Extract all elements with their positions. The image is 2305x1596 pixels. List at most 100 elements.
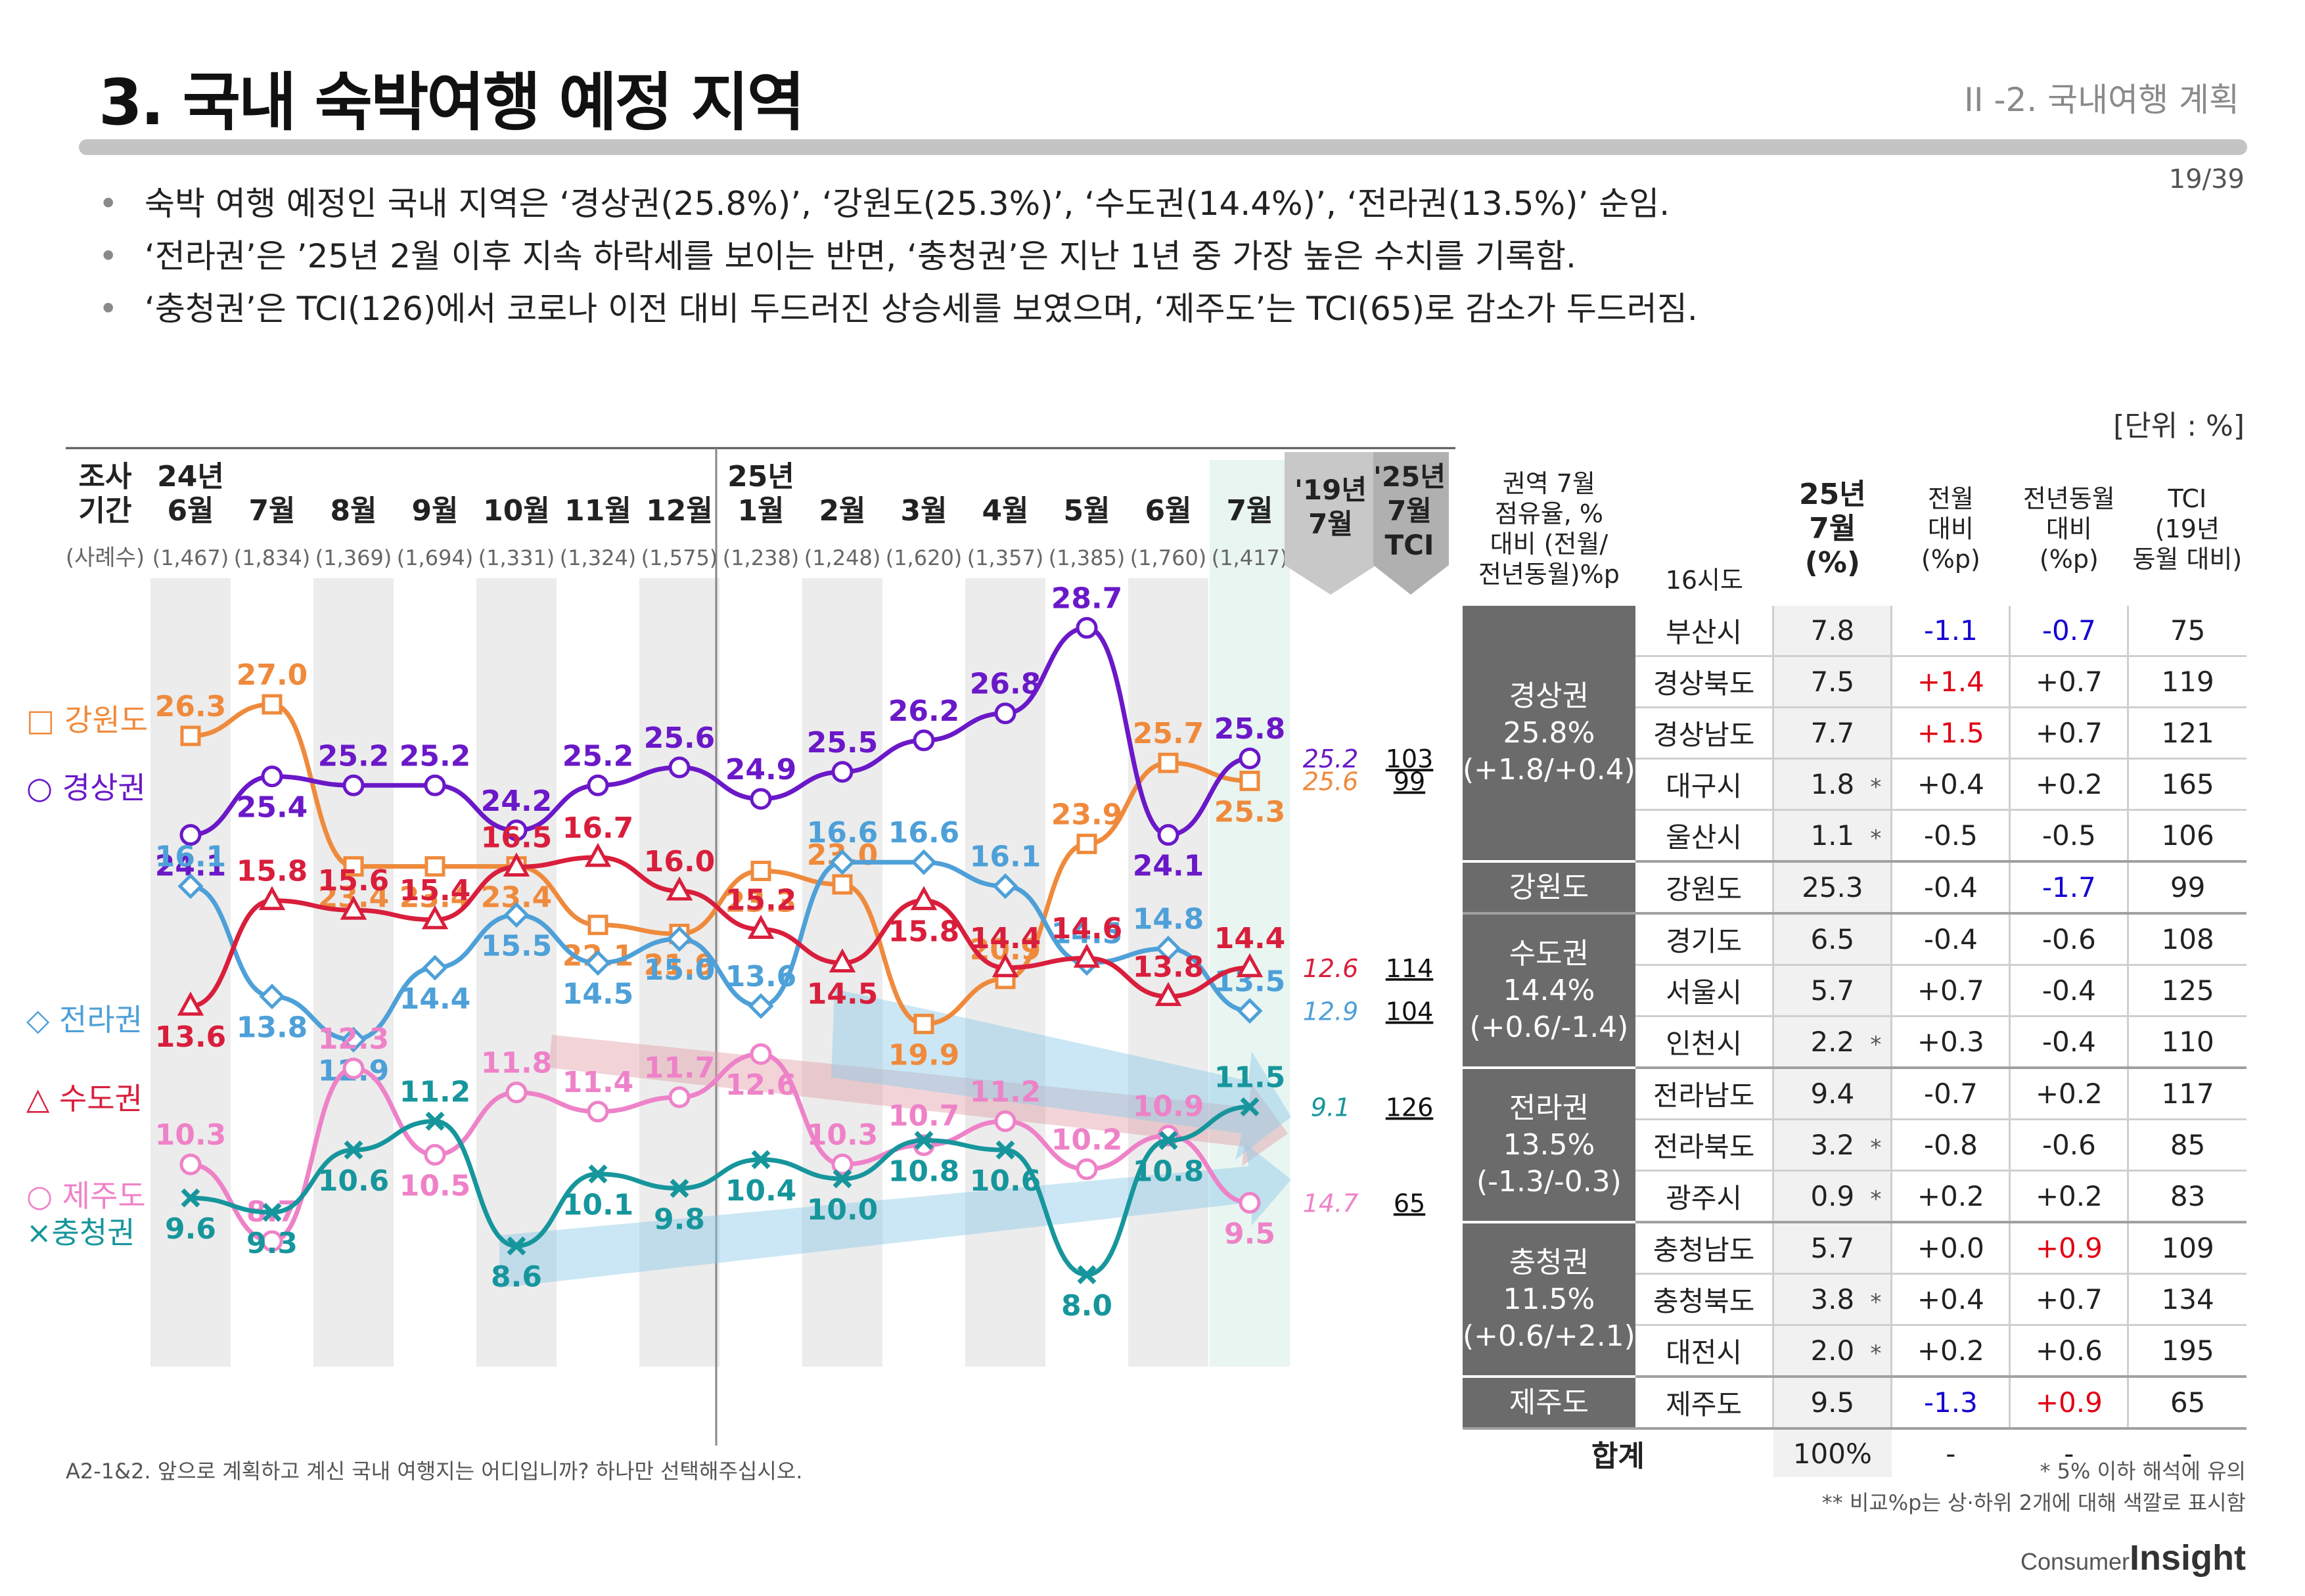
sample-size-label: (1,238) — [723, 545, 800, 570]
cell-region: 전라남도 — [1635, 1068, 1773, 1120]
data-point-경상권 — [668, 756, 691, 779]
data-point-경상권 — [587, 774, 609, 796]
data-label-제주도: 12.3 — [318, 1022, 390, 1056]
table-row: 제주도 제주도 9.5 -1.3 +0.9 65 — [1463, 1377, 2247, 1430]
cell-mom: +0.0 — [1890, 1222, 2010, 1275]
data-label-전라권: 13.6 — [725, 960, 797, 993]
data-point-충청권 — [670, 1179, 689, 1198]
data-label-수도권: 15.8 — [888, 915, 960, 949]
value-2019-충청권: 9.1 — [1311, 1093, 1350, 1122]
data-point-강원도 — [180, 725, 201, 746]
table-row: 강원도 강원도 25.3 -0.4 -1.7 99 — [1463, 861, 2247, 915]
data-point-강원도 — [424, 856, 445, 877]
cell-yoy: -1.7 — [2009, 861, 2128, 915]
cell-mom: -1.1 — [1890, 606, 2010, 657]
sample-label: (사례수) — [66, 545, 145, 571]
table-row: 인천시 2.2 * +0.3 -0.4 110 — [1463, 1016, 2247, 1069]
data-label-강원도: 23.3 — [725, 885, 797, 919]
cell-mom: - — [1946, 1437, 1956, 1470]
cell-tci: 109 — [2127, 1222, 2247, 1275]
cell-yoy: +0.9 — [2009, 1222, 2128, 1275]
bullet-item: ‘충청권’은 TCI(126)에서 코로나 이전 대비 두드러진 상승세를 보였… — [99, 283, 1698, 335]
cell-yoy: -0.7 — [2009, 606, 2128, 657]
month-tick-label: 7월 — [248, 494, 295, 528]
sample-size-label: (1,760) — [1130, 545, 1207, 570]
current-month-highlight — [1210, 460, 1290, 1367]
data-label-제주도: 11.8 — [481, 1047, 553, 1080]
data-point-제주도 — [261, 1230, 283, 1252]
data-label-수도권: 15.8 — [237, 855, 308, 888]
data-point-경상권 — [342, 774, 365, 796]
data-label-전라권: 14.5 — [562, 978, 634, 1011]
sample-size-label: (1,694) — [397, 545, 474, 570]
cell-pct: 1.1 * — [1772, 809, 1892, 863]
data-point-전라권 — [503, 901, 530, 928]
cell-mom: +0.4 — [1890, 1273, 2010, 1326]
month-tick-label: 8월 — [330, 494, 377, 528]
data-point-전라권 — [1155, 936, 1181, 962]
data-label-제주도: 10.7 — [888, 1099, 960, 1133]
cell-total-label: 합계 — [1591, 1440, 1645, 1473]
cell-tci: 119 — [2127, 656, 2247, 708]
cell-region: 충청북도 — [1635, 1273, 1773, 1326]
data-point-수도권 — [992, 953, 1019, 978]
significance-star: * — [1870, 1289, 1882, 1315]
value-tci-강원도: 99 — [1394, 767, 1425, 796]
table-row: 대구시 1.8 * +0.4 +0.2 165 — [1463, 758, 2247, 811]
data-label-강원도: 25.7 — [1133, 717, 1204, 750]
data-label-전라권: 16.1 — [155, 840, 227, 874]
cell-pct: 3.2 * — [1772, 1119, 1892, 1172]
significance-star: * — [1870, 774, 1882, 800]
data-point-경상권 — [913, 729, 935, 752]
data-label-경상권: 25.8 — [1214, 712, 1286, 746]
data-point-충청권 — [507, 1236, 526, 1256]
value-tci-경상권: 103 — [1386, 744, 1434, 773]
cell-tci: 117 — [2127, 1068, 2247, 1120]
data-label-수도권: 16.7 — [562, 811, 634, 845]
title-divider — [79, 139, 2247, 155]
data-point-강원도 — [913, 1013, 934, 1034]
data-label-제주도: 11.7 — [644, 1051, 716, 1085]
month-tick-label: 25년 — [727, 460, 794, 493]
data-point-강원도 — [262, 694, 283, 715]
cell-mom: -0.5 — [1890, 809, 2010, 863]
data-point-전라권 — [911, 849, 937, 875]
cell-pct: 9.4 — [1772, 1068, 1892, 1120]
data-point-강원도 — [1158, 752, 1179, 773]
header-yoy: 전년동월 대비 (%p) — [2022, 484, 2115, 574]
data-point-제주도 — [179, 1153, 202, 1175]
data-label-경상권: 24.9 — [725, 753, 797, 787]
cell-tci: 83 — [2127, 1170, 2247, 1223]
data-point-경상권 — [424, 774, 446, 796]
data-label-경상권: 24.2 — [481, 785, 553, 818]
legend-item: △ 수도권 — [26, 1081, 143, 1116]
data-label-제주도: 10.3 — [155, 1118, 227, 1152]
data-label-수도권: 14.4 — [1214, 922, 1286, 955]
cell-yoy: +0.7 — [2009, 656, 2128, 708]
cell-pct: 7.8 — [1772, 606, 1892, 657]
cell-pct: 5.7 — [1772, 965, 1892, 1017]
data-label-수도권: 15.6 — [318, 864, 390, 898]
cell-yoy: - — [2064, 1437, 2074, 1470]
data-point-경상권 — [1076, 617, 1098, 639]
month-tick-label: 6월 — [1145, 494, 1191, 528]
cell-pct: 100% — [1773, 1428, 1892, 1477]
data-point-제주도 — [994, 1110, 1016, 1132]
month-band — [1128, 578, 1208, 1367]
cell-region: 서울시 — [1635, 965, 1773, 1017]
cell-tci: 99 — [2127, 861, 2247, 915]
data-point-제주도 — [505, 1082, 528, 1104]
sample-size-label: (1,357) — [967, 545, 1044, 570]
data-label-전라권: 14.8 — [1133, 903, 1204, 936]
data-point-충청권 — [995, 1140, 1015, 1160]
cell-mom: +0.4 — [1890, 758, 2010, 811]
table-row: 전라북도 3.2 * -0.8 -0.6 85 — [1463, 1119, 2247, 1172]
cell-yoy: +0.9 — [2009, 1377, 2128, 1430]
data-label-충청권: 10.6 — [970, 1164, 1041, 1198]
region-group-cell: 수도권 14.4% (+0.6/-1.4) — [1463, 913, 1635, 1069]
cell-region: 전라북도 — [1635, 1119, 1773, 1172]
data-label-충청권: 10.1 — [562, 1189, 634, 1222]
data-point-수도권 — [1236, 953, 1264, 978]
data-label-경상권: 25.5 — [807, 726, 879, 760]
table-row: 광주시 0.9 * +0.2 +0.2 83 — [1463, 1170, 2247, 1223]
